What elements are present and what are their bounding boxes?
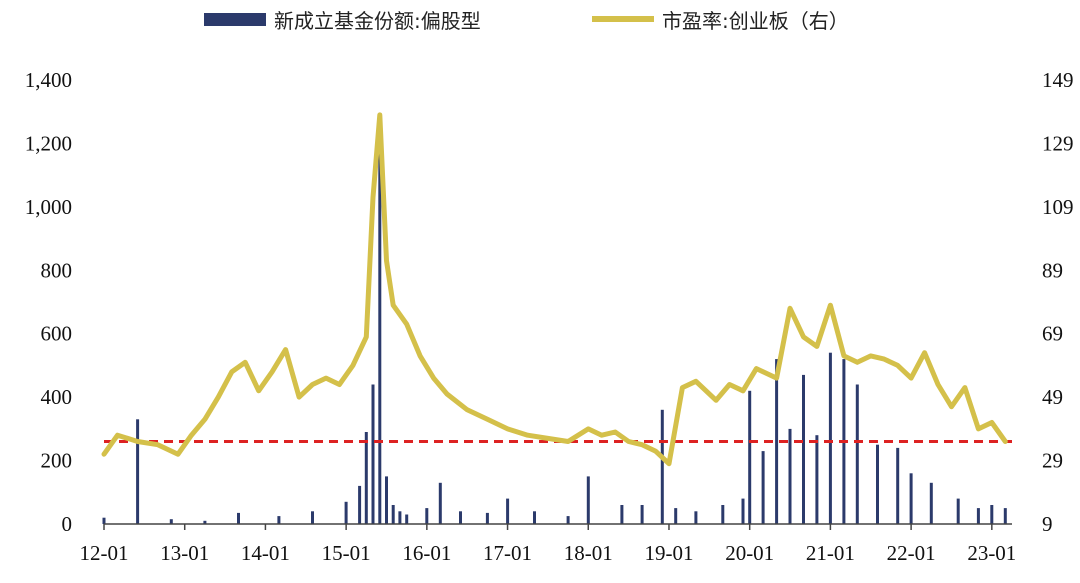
x-axis-ticks: 12-01 13-01 14-01 15-01 16-01 17-01 18-01 19-01…	[80, 524, 1016, 565]
bar	[660, 409, 664, 524]
y-right-tick-label: 69	[1042, 322, 1063, 346]
x-tick-label: 18-01	[564, 541, 613, 565]
y-axis-left-ticks: 0 200 400 600 800 1,000 1,200 1,400	[25, 68, 72, 536]
bar	[721, 505, 725, 524]
bar	[459, 511, 462, 524]
bar	[169, 519, 173, 524]
bar	[391, 505, 395, 524]
legend-bar-swatch	[204, 13, 266, 26]
y-right-tick-label: 49	[1042, 385, 1063, 409]
bar	[203, 520, 207, 524]
bar	[371, 384, 375, 524]
y-right-tick-label: 29	[1042, 449, 1063, 473]
bar	[761, 451, 765, 524]
pe-ratio-line	[101, 112, 1008, 467]
bar	[533, 511, 536, 524]
bar	[929, 482, 933, 524]
x-tick-label: 23-01	[967, 541, 1016, 565]
bar	[775, 359, 779, 524]
x-tick-label: 15-01	[322, 541, 371, 565]
y-left-tick-label: 0	[62, 512, 73, 536]
bar	[1003, 508, 1007, 524]
x-tick-label: 17-01	[483, 541, 532, 565]
y-left-tick-label: 1,000	[25, 195, 72, 219]
y-left-tick-label: 1,200	[25, 131, 72, 155]
bar	[506, 498, 510, 524]
y-axis-right-ticks: 9 29 49 69 89 109 129 149	[1042, 68, 1074, 536]
bar	[802, 374, 805, 524]
bar	[876, 444, 879, 524]
y-right-tick-label: 109	[1042, 195, 1074, 219]
bar	[586, 476, 590, 524]
x-tick-label: 19-01	[644, 541, 693, 565]
legend: 新成立基金份额:偏股型 市盈率:创业板（右）	[204, 9, 849, 33]
x-tick-label: 20-01	[725, 541, 774, 565]
bar	[358, 485, 362, 524]
bar	[237, 512, 240, 524]
bar	[896, 447, 900, 524]
bar	[311, 511, 314, 524]
bar	[909, 473, 913, 524]
x-tick-label: 21-01	[806, 541, 855, 565]
y-right-tick-label: 9	[1042, 512, 1053, 536]
bar	[102, 517, 106, 524]
bar	[694, 511, 698, 524]
bar	[344, 501, 348, 524]
x-tick-label: 22-01	[887, 541, 936, 565]
bar	[748, 390, 752, 524]
x-tick-label: 16-01	[402, 541, 451, 565]
bar-series	[102, 137, 1007, 524]
bar	[815, 435, 819, 524]
y-left-tick-label: 1,400	[25, 68, 72, 92]
y-left-tick-label: 400	[41, 385, 73, 409]
y-left-tick-label: 200	[41, 449, 73, 473]
bar	[741, 498, 745, 524]
bar	[136, 419, 140, 524]
bar	[438, 482, 442, 524]
bar	[788, 428, 792, 524]
y-left-tick-label: 600	[41, 322, 73, 346]
bar	[485, 512, 489, 524]
bar	[640, 505, 644, 524]
x-tick-label: 13-01	[160, 541, 209, 565]
legend-line-label: 市盈率:创业板（右）	[662, 9, 849, 33]
y-right-tick-label: 89	[1042, 258, 1063, 282]
bar	[385, 476, 388, 524]
y-left-tick-label: 800	[41, 258, 73, 282]
y-right-tick-label: 129	[1042, 131, 1074, 155]
bar	[976, 508, 980, 524]
legend-bar-label: 新成立基金份额:偏股型	[274, 9, 481, 33]
bar	[855, 384, 859, 524]
bar	[566, 516, 570, 524]
bar	[956, 498, 960, 524]
bar	[398, 511, 402, 524]
legend-line-swatch	[592, 16, 654, 22]
bar	[620, 505, 624, 524]
x-tick-label: 12-01	[80, 541, 129, 565]
bar	[364, 432, 368, 524]
bar	[828, 352, 832, 524]
bar	[674, 508, 678, 524]
x-tick-label: 14-01	[241, 541, 290, 565]
bar	[277, 516, 281, 524]
bar	[990, 505, 994, 524]
bar	[405, 514, 409, 524]
bar	[425, 508, 429, 524]
y-right-tick-label: 149	[1042, 68, 1074, 92]
bar	[378, 137, 382, 524]
